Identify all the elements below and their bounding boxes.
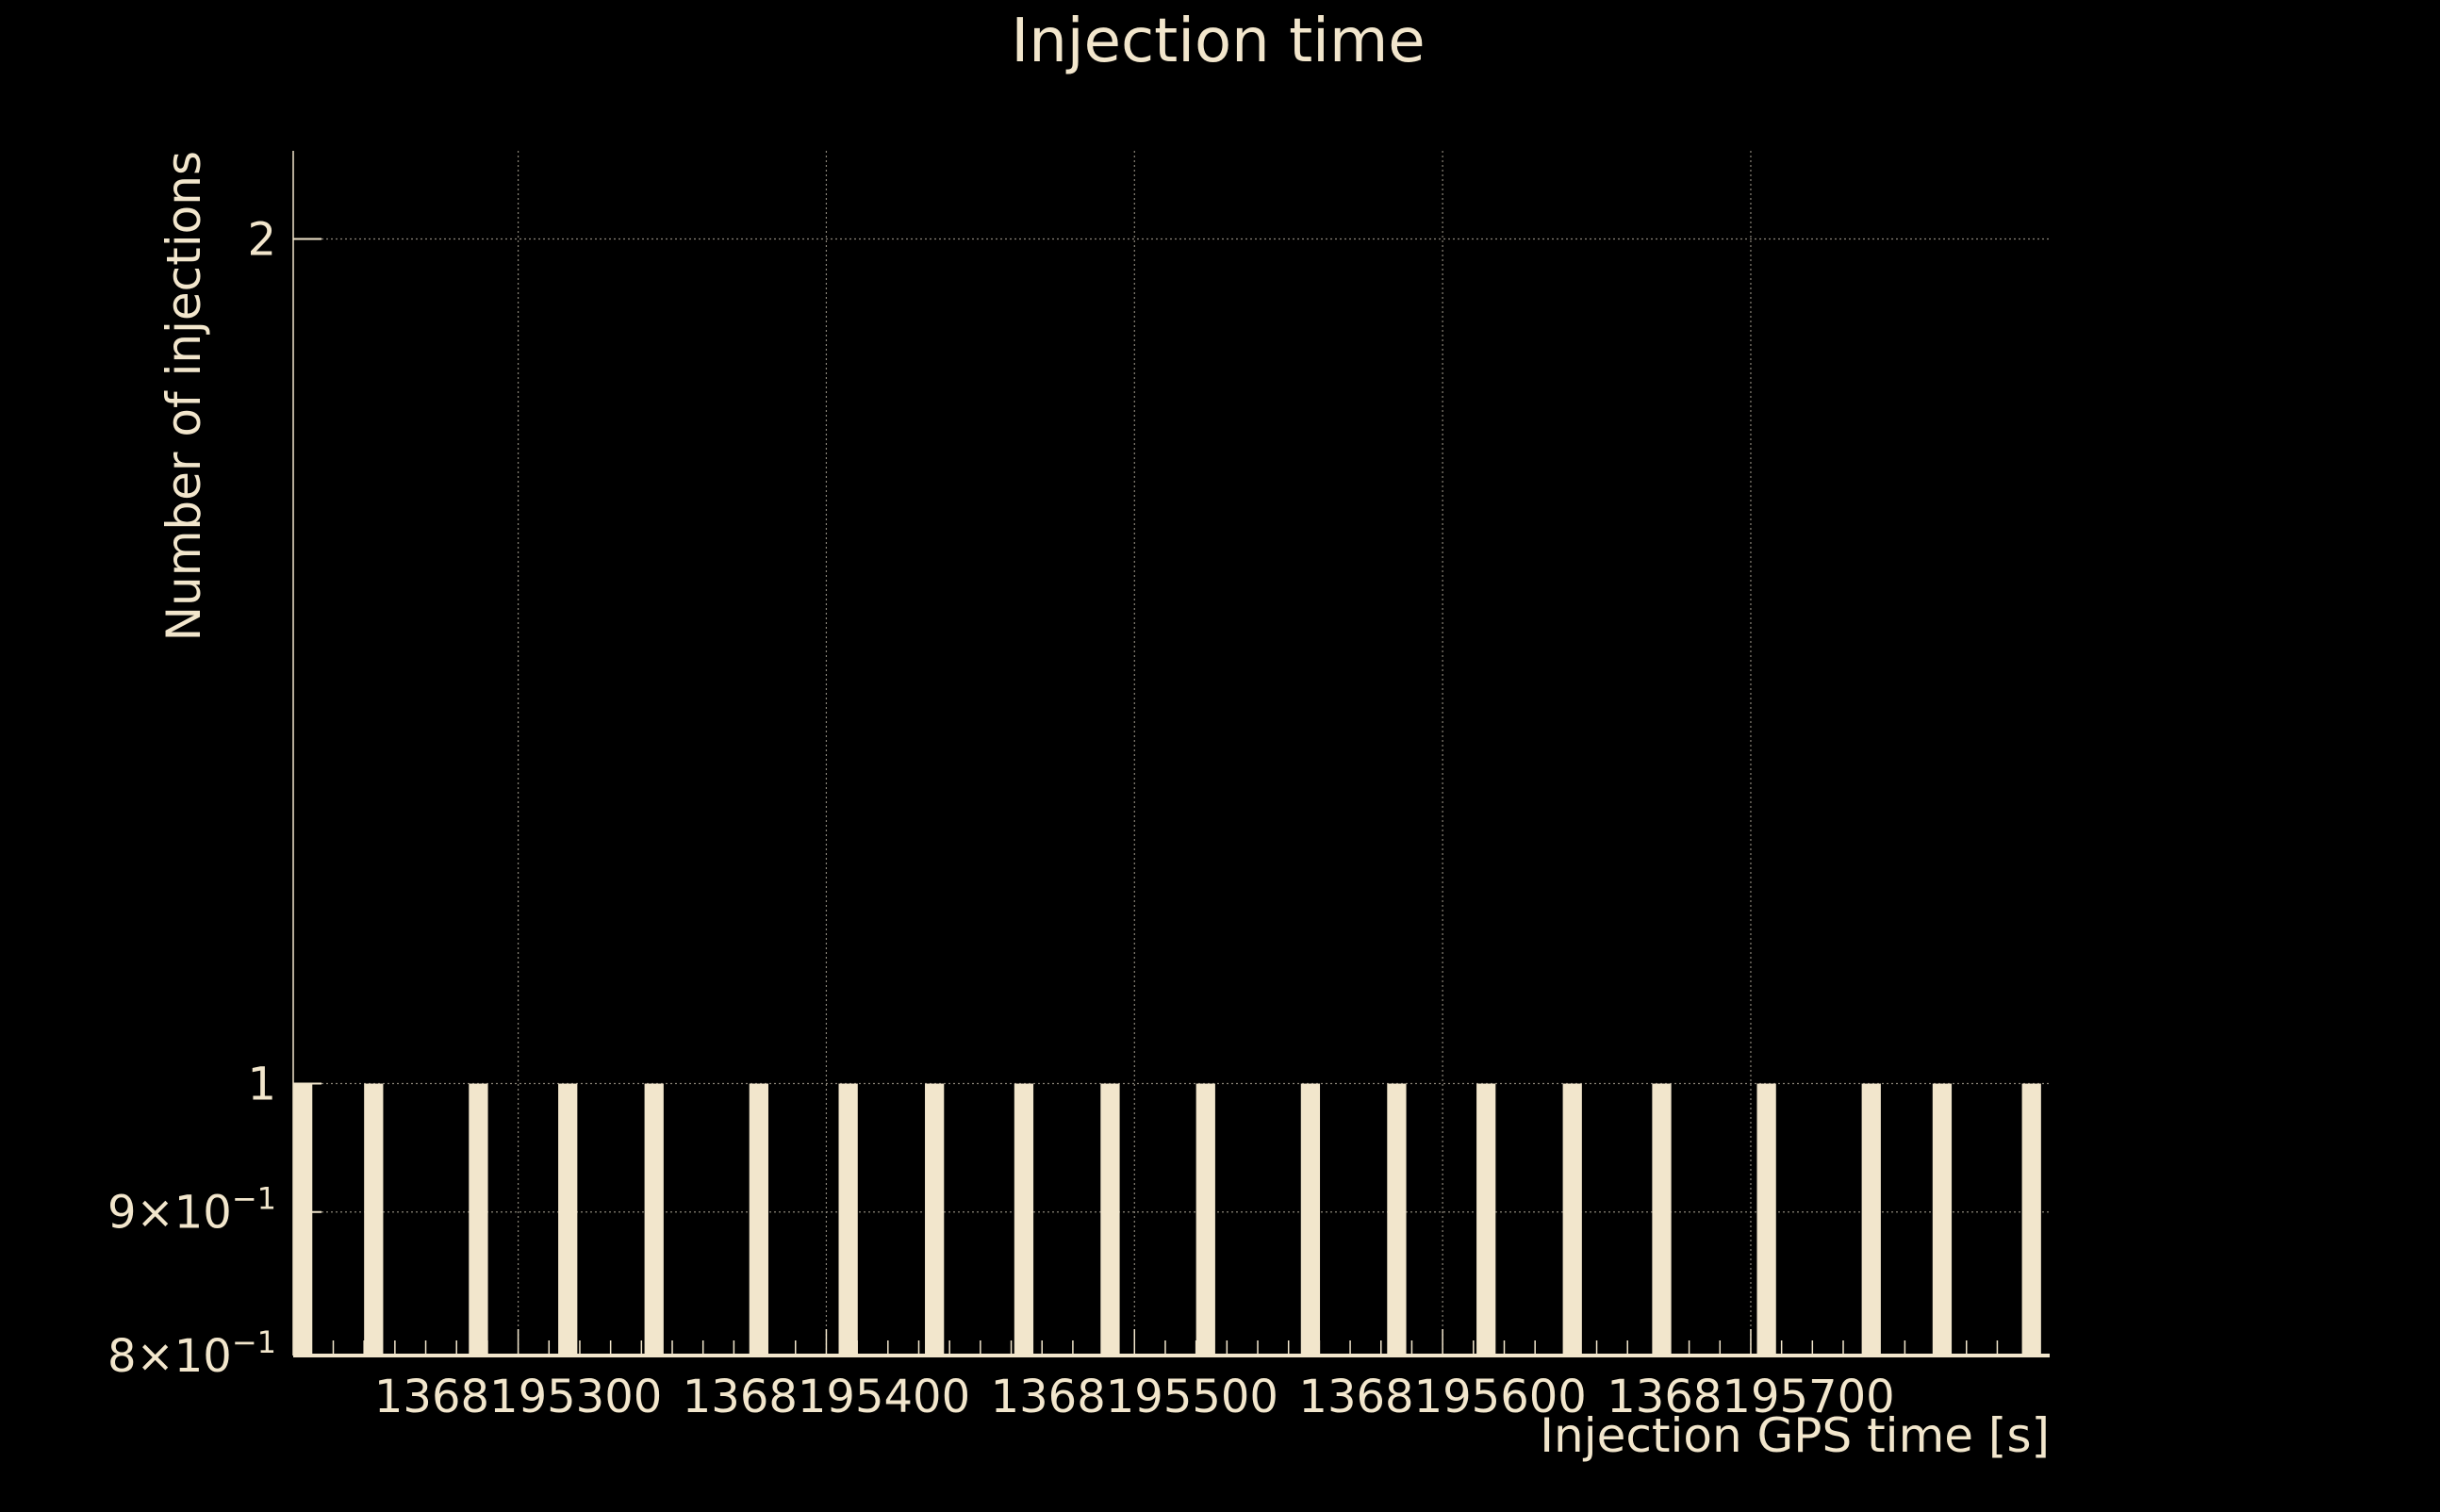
x-axis-label: Injection GPS time [s] bbox=[1540, 1408, 2050, 1463]
bar bbox=[1932, 1083, 1953, 1356]
bar bbox=[1652, 1083, 1672, 1356]
bar bbox=[293, 1083, 313, 1356]
bars bbox=[293, 1083, 2041, 1356]
y-tick-label: 9×10−1 bbox=[107, 1181, 276, 1240]
bar bbox=[1562, 1083, 1582, 1356]
x-tick-label: 1368195300 bbox=[374, 1371, 662, 1423]
x-tick-label: 1368195500 bbox=[991, 1371, 1278, 1423]
bar bbox=[1756, 1083, 1776, 1356]
y-axis-label: Number of injections bbox=[157, 151, 211, 641]
bar bbox=[1476, 1083, 1496, 1356]
axes bbox=[292, 151, 2050, 1357]
bar bbox=[1195, 1083, 1215, 1356]
chart-title: Injection time bbox=[1011, 7, 1425, 76]
bar bbox=[558, 1083, 578, 1356]
bar bbox=[2021, 1083, 2041, 1356]
bar bbox=[1387, 1083, 1407, 1356]
y-tick-label: 1 bbox=[247, 1059, 276, 1111]
bar bbox=[469, 1083, 488, 1356]
bar bbox=[1014, 1083, 1034, 1356]
y-tick-label: 8×10−1 bbox=[107, 1324, 276, 1383]
bar bbox=[749, 1083, 768, 1356]
x-tick-label: 1368195600 bbox=[1298, 1371, 1586, 1423]
bar bbox=[925, 1083, 945, 1356]
x-tick-label: 1368195400 bbox=[683, 1371, 970, 1423]
bar bbox=[1100, 1083, 1120, 1356]
bar bbox=[644, 1083, 664, 1356]
bar bbox=[364, 1083, 384, 1356]
x-tick-label: 1368195700 bbox=[1607, 1371, 1894, 1423]
bar bbox=[1861, 1083, 1881, 1356]
bar bbox=[1300, 1083, 1321, 1356]
tick-labels: 1368195300 1368195400 1368195500 1368195600… bbox=[107, 213, 1895, 1423]
bar bbox=[838, 1083, 858, 1356]
y-tick-label: 2 bbox=[247, 213, 276, 266]
